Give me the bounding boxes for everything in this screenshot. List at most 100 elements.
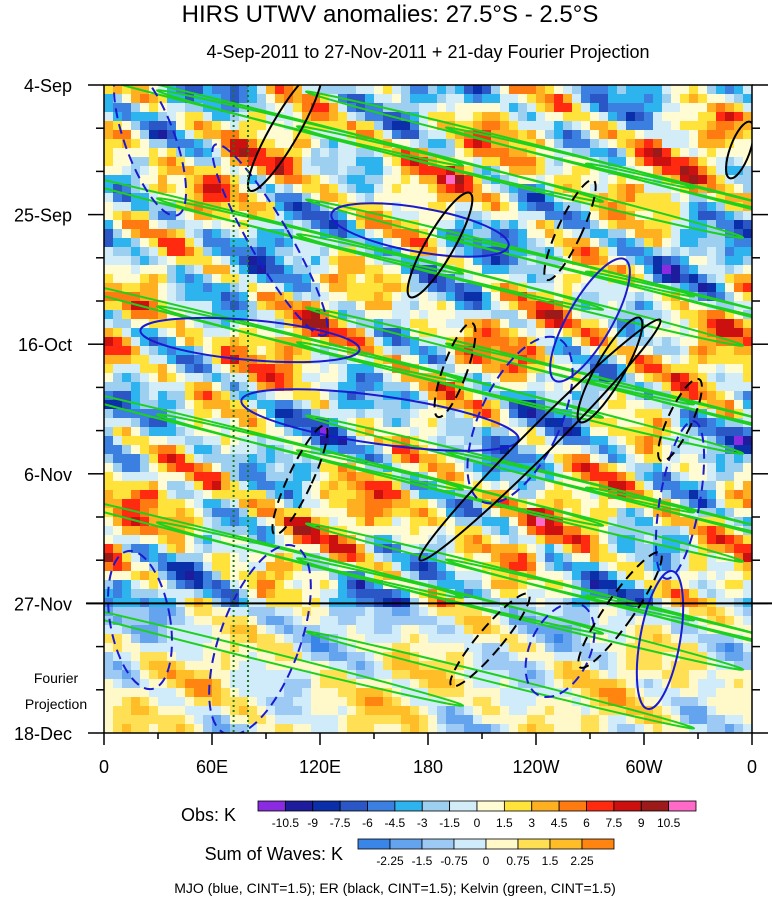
anomaly-cell xyxy=(293,481,303,491)
anomaly-cell xyxy=(113,697,123,707)
anomaly-cell xyxy=(473,328,483,338)
anomaly-cell xyxy=(230,400,240,410)
anomaly-cell xyxy=(725,499,735,509)
anomaly-cell xyxy=(284,85,294,95)
anomaly-cell xyxy=(347,121,357,131)
anomaly-cell xyxy=(167,211,177,221)
anomaly-cell xyxy=(590,148,600,158)
anomaly-cell xyxy=(383,337,393,347)
anomaly-cell xyxy=(293,508,303,518)
anomaly-cell xyxy=(248,175,258,185)
anomaly-cell xyxy=(707,508,717,518)
anomaly-cell xyxy=(680,445,690,455)
anomaly-cell xyxy=(122,319,132,329)
anomaly-cell xyxy=(320,220,330,230)
anomaly-cell xyxy=(482,634,492,644)
anomaly-cell xyxy=(248,121,258,131)
anomaly-cell xyxy=(131,256,141,266)
anomaly-cell xyxy=(680,94,690,104)
anomaly-cell xyxy=(239,643,249,653)
anomaly-cell xyxy=(464,193,474,203)
anomaly-cell xyxy=(545,337,555,347)
anomaly-cell xyxy=(158,490,168,500)
anomaly-cell xyxy=(446,247,456,257)
anomaly-cell xyxy=(194,508,204,518)
anomaly-cell xyxy=(293,103,303,113)
anomaly-cell xyxy=(383,697,393,707)
anomaly-cell xyxy=(113,688,123,698)
anomaly-cell xyxy=(131,112,141,122)
anomaly-cell xyxy=(347,409,357,419)
anomaly-cell xyxy=(527,382,537,392)
anomaly-cell xyxy=(401,274,411,284)
anomaly-cell xyxy=(239,265,249,275)
anomaly-cell xyxy=(428,319,438,329)
anomaly-cell xyxy=(635,589,645,599)
anomaly-cell xyxy=(680,265,690,275)
anomaly-cell xyxy=(203,364,213,374)
anomaly-cell xyxy=(617,283,627,293)
anomaly-cell xyxy=(725,373,735,383)
anomaly-cell xyxy=(617,553,627,563)
anomaly-cell xyxy=(158,661,168,671)
anomaly-cell xyxy=(428,256,438,266)
anomaly-cell xyxy=(203,274,213,284)
anomaly-cell xyxy=(302,634,312,644)
anomaly-cell xyxy=(590,463,600,473)
anomaly-cell xyxy=(455,139,465,149)
anomaly-cell xyxy=(554,346,564,356)
anomaly-cell xyxy=(662,436,672,446)
anomaly-cell xyxy=(464,247,474,257)
anomaly-cell xyxy=(554,697,564,707)
anomaly-cell xyxy=(608,238,618,248)
anomaly-cell xyxy=(320,238,330,248)
anomaly-cell xyxy=(149,607,159,617)
anomaly-cell xyxy=(608,697,618,707)
anomaly-cell xyxy=(518,229,528,239)
anomaly-cell xyxy=(482,652,492,662)
anomaly-cell xyxy=(446,346,456,356)
anomaly-cell xyxy=(428,382,438,392)
anomaly-cell xyxy=(257,544,267,554)
anomaly-cell xyxy=(176,616,186,626)
anomaly-cell xyxy=(734,166,744,176)
anomaly-cell xyxy=(149,472,159,482)
anomaly-cell xyxy=(203,571,213,581)
anomaly-cell xyxy=(212,184,222,194)
anomaly-cell xyxy=(212,256,222,266)
anomaly-cell xyxy=(626,418,636,428)
anomaly-cell xyxy=(302,427,312,437)
anomaly-cell xyxy=(617,544,627,554)
anomaly-cell xyxy=(374,580,384,590)
anomaly-cell xyxy=(617,436,627,446)
anomaly-cell xyxy=(590,607,600,617)
anomaly-cell xyxy=(743,121,752,131)
anomaly-cell xyxy=(365,472,375,482)
anomaly-cell xyxy=(185,112,195,122)
anomaly-cell xyxy=(347,310,357,320)
anomaly-cell xyxy=(302,481,312,491)
anomaly-cell xyxy=(500,535,510,545)
anomaly-cell xyxy=(149,355,159,365)
anomaly-cell xyxy=(383,274,393,284)
anomaly-cell xyxy=(491,85,501,95)
anomaly-cell xyxy=(617,112,627,122)
anomaly-cell xyxy=(482,220,492,230)
anomaly-cell xyxy=(608,346,618,356)
anomaly-cell xyxy=(680,238,690,248)
anomaly-cell xyxy=(239,409,249,419)
anomaly-cell xyxy=(437,400,447,410)
anomaly-cell xyxy=(167,301,177,311)
anomaly-cell xyxy=(419,427,429,437)
anomaly-cell xyxy=(167,697,177,707)
anomaly-cell xyxy=(302,454,312,464)
anomaly-cell xyxy=(455,409,465,419)
anomaly-cell xyxy=(698,157,708,167)
anomaly-cell xyxy=(680,373,690,383)
anomaly-cell xyxy=(473,373,483,383)
anomaly-cell xyxy=(329,247,339,257)
anomaly-cell xyxy=(509,283,519,293)
anomaly-cell xyxy=(743,652,752,662)
anomaly-cell xyxy=(707,220,717,230)
anomaly-cell xyxy=(194,319,204,329)
